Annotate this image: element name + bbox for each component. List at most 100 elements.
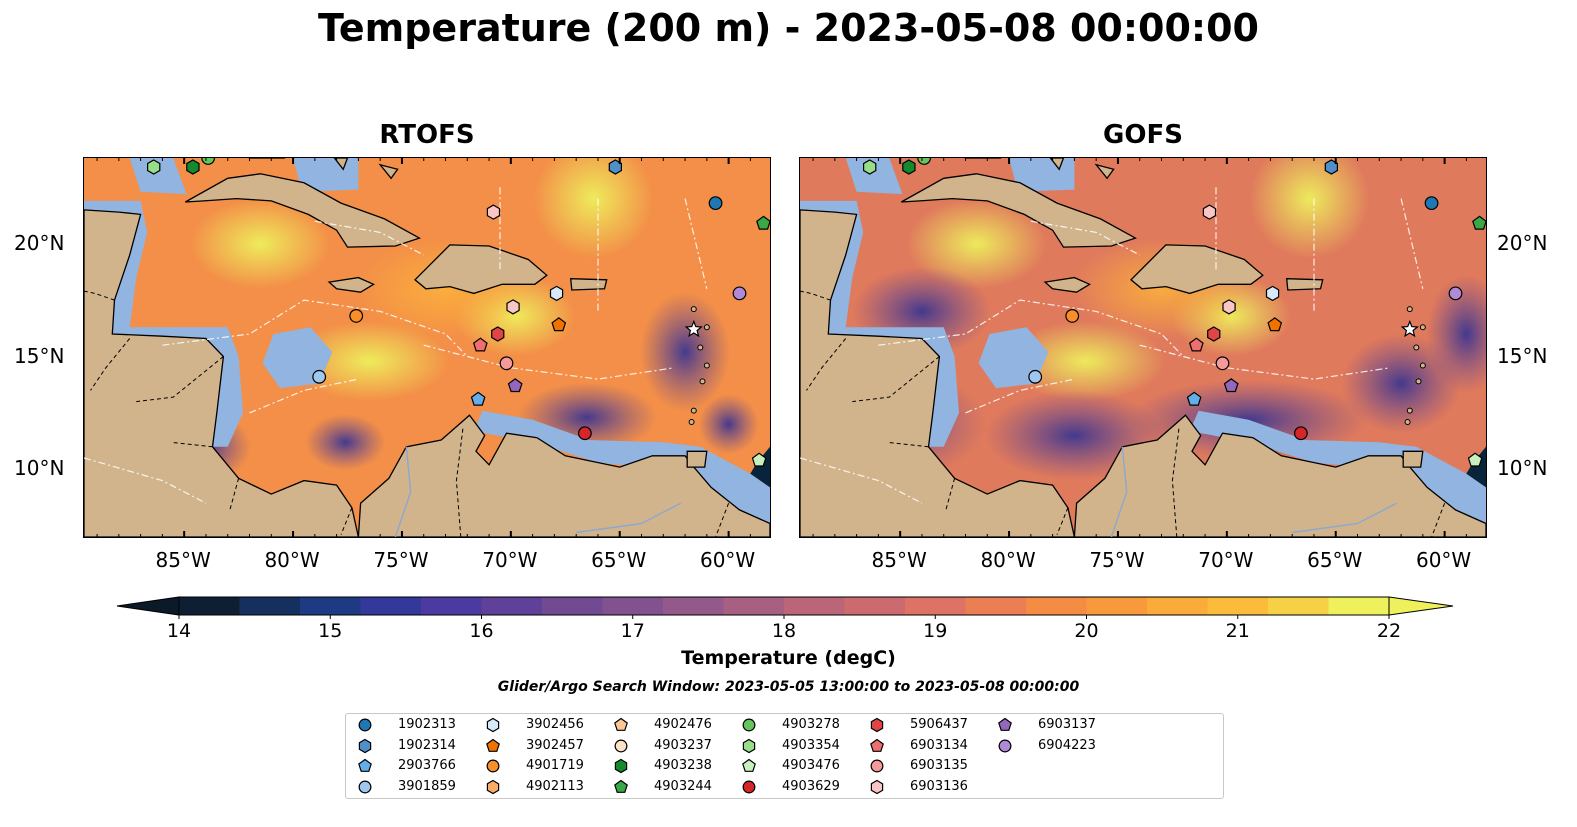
rtofs-island xyxy=(703,362,710,369)
gofs-country-border xyxy=(800,290,831,301)
colorbar-tick-label: 18 xyxy=(771,620,797,642)
rtofs-float-1902314 xyxy=(608,159,623,175)
gofs-float-5906437 xyxy=(1207,326,1221,342)
rtofs-lat-tick-label: 20°N xyxy=(14,230,65,255)
rtofs-float-4903244 xyxy=(756,215,770,230)
legend-label: 3902457 xyxy=(526,737,584,753)
legend-label: 4902476 xyxy=(654,717,712,732)
colorbar-segment xyxy=(300,597,361,615)
rtofs-float-4903238 xyxy=(186,159,200,175)
rtofs-eez-boundary xyxy=(423,344,675,380)
gofs-warm-anomaly xyxy=(906,198,1047,289)
legend-label: 4903244 xyxy=(654,778,712,794)
rtofs-land-south-america xyxy=(357,414,770,537)
rtofs-lon-tick-label: 80°W xyxy=(264,548,320,572)
gofs-float-3902456 xyxy=(1265,285,1280,302)
rtofs-eez-boundary xyxy=(162,299,468,357)
rtofs-lon-tick-label: 70°W xyxy=(482,548,538,572)
colorbar-over-extend xyxy=(1388,596,1454,616)
colorbar-segment xyxy=(602,597,664,615)
legend-marker-icon xyxy=(614,739,628,752)
legend-marker-icon xyxy=(358,718,372,732)
gofs-river xyxy=(1292,502,1398,534)
rtofs-float-3902457 xyxy=(551,317,567,332)
rtofs-float-3902456 xyxy=(549,285,564,302)
legend-label: 6903135 xyxy=(910,758,968,773)
colorbar-segment xyxy=(1207,597,1269,615)
gofs-lon-tick-label: 85°W xyxy=(871,548,927,572)
rtofs-lat-tick-label: 10°N xyxy=(14,456,65,481)
rtofs-island xyxy=(697,344,704,351)
colorbar-segment xyxy=(1086,597,1148,615)
rtofs-land-hispaniola xyxy=(414,244,548,295)
legend-label: 6903137 xyxy=(1038,717,1096,732)
gofs-float-2903766 xyxy=(1186,391,1202,406)
colorbar-segment xyxy=(905,597,966,615)
rtofs-lon-tick-label: 60°W xyxy=(699,548,756,572)
rtofs-eez-boundary xyxy=(249,378,359,414)
gofs-lon-tick-label: 60°W xyxy=(1415,548,1472,572)
rtofs-lon-tick-label: 65°W xyxy=(591,548,647,572)
legend-marker-icon xyxy=(614,717,628,731)
legend-marker-icon xyxy=(486,779,500,794)
rtofs-shelf xyxy=(129,158,187,195)
legend-marker-icon xyxy=(742,780,756,793)
rtofs-float-4903629 xyxy=(577,426,592,441)
gofs-cold-anomaly xyxy=(1426,273,1486,394)
rtofs-float-6903136 xyxy=(486,204,501,220)
legend-label: 2903766 xyxy=(398,758,456,773)
legend-label: 6903136 xyxy=(910,778,968,794)
gofs-country-border xyxy=(852,356,940,403)
legend-label: 4901719 xyxy=(526,758,584,773)
rtofs-float-4901719 xyxy=(349,309,364,323)
gofs-warm-anomaly xyxy=(1249,158,1370,259)
gofs-river xyxy=(1110,446,1128,537)
gofs-float-4901719 xyxy=(1065,309,1080,323)
gofs-float-4903354 xyxy=(862,159,877,175)
rtofs-map xyxy=(83,157,771,538)
legend-marker-icon xyxy=(614,758,628,774)
gofs-float-6903136 xyxy=(1202,204,1217,220)
rtofs-country-border xyxy=(229,478,240,511)
legend-label: 4903237 xyxy=(654,737,712,753)
colorbar-segment xyxy=(1026,597,1087,615)
gofs-country-border xyxy=(806,338,847,391)
rtofs-float-6903136 xyxy=(506,299,520,315)
legend-label: 3901859 xyxy=(398,778,456,794)
rtofs-island xyxy=(703,324,710,331)
rtofs-cold-anomaly xyxy=(305,414,386,471)
gofs-eez-boundary xyxy=(965,378,1075,414)
legend-label: 4902113 xyxy=(526,778,584,794)
gofs-glider-star xyxy=(1400,319,1419,338)
rtofs-cold-anomaly xyxy=(640,292,731,413)
gofs-eez-boundary xyxy=(878,299,1184,357)
gofs-float-4903244 xyxy=(1472,215,1486,230)
rtofs-float-4903278 xyxy=(201,158,216,165)
colorbar-segment xyxy=(663,597,724,615)
gofs-country-border xyxy=(1171,428,1180,537)
colorbar-segment xyxy=(723,597,785,615)
legend-label: 4903629 xyxy=(782,778,840,794)
colorbar-tick-label: 16 xyxy=(469,620,494,642)
legend-label: 4903278 xyxy=(782,717,840,732)
legend-label: 5906437 xyxy=(910,717,968,732)
legend-marker-icon xyxy=(742,738,756,753)
float-legend: 1902313 1902314 2903766 3901859 3902456 39024… xyxy=(345,713,1224,799)
colorbar-segment xyxy=(179,597,240,615)
colorbar-tick-label: 22 xyxy=(1376,620,1402,642)
rtofs-float-6904223 xyxy=(732,286,747,301)
legend-marker-icon xyxy=(486,717,500,733)
rtofs-country-border xyxy=(84,290,115,301)
legend-marker-icon xyxy=(486,738,500,752)
rtofs-float-4903354 xyxy=(146,159,161,175)
rtofs-eez-boundary xyxy=(84,457,207,504)
rtofs-land-bahamas-2 xyxy=(378,163,399,180)
gofs-panel-title: GOFS xyxy=(1103,120,1183,150)
gofs-island xyxy=(1413,344,1420,351)
figure-title: Temperature (200 m) - 2023-05-08 00:00:0… xyxy=(317,6,1259,50)
colorbar-tick-label: 17 xyxy=(620,620,645,642)
rtofs-island xyxy=(690,407,697,414)
gofs-float-4903629 xyxy=(1293,426,1308,441)
gofs-float-3902457 xyxy=(1267,317,1283,332)
colorbar-label: Temperature (degC) xyxy=(681,647,896,669)
